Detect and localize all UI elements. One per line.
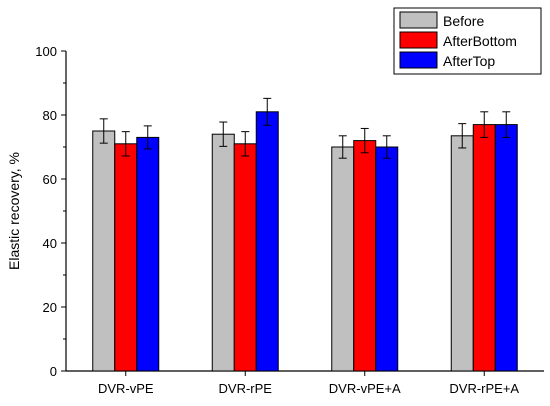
bars <box>92 111 518 372</box>
bar-afterbottom-dvr-rpe-a <box>472 124 496 372</box>
y-ticks: 0 20 40 60 80 100 <box>35 44 66 379</box>
bar-afterbottom-dvr-vpe <box>114 143 138 372</box>
bar-before-dvr-rpe-a <box>450 135 474 372</box>
legend-swatch <box>399 11 438 29</box>
bar-afterbottom-dvr-rpe <box>233 143 257 372</box>
y-tick-label: 80 <box>43 108 57 123</box>
bar-afterbottom-dvr-vpe-a <box>353 140 377 372</box>
x-tick-label: DVR-rPE <box>219 381 273 396</box>
bar-before-dvr-vpe <box>92 130 116 372</box>
y-tick-label: 100 <box>35 44 57 59</box>
error-bars <box>99 97 511 159</box>
legend-label: AfterBottom <box>443 33 517 49</box>
y-tick-label: 20 <box>43 300 57 315</box>
legend-swatch <box>399 31 438 49</box>
x-tick-label: DVR-vPE <box>98 381 154 396</box>
x-tick-label: DVR-rPE+A <box>449 381 519 396</box>
bar-aftertop-dvr-rpe <box>255 111 279 372</box>
x-tick-label: DVR-vPE+A <box>329 381 401 396</box>
bar-aftertop-dvr-vpe <box>136 136 160 372</box>
legend: Before AfterBottom AfterTop <box>393 7 542 75</box>
x-ticks: DVR-vPE DVR-rPE DVR-vPE+A DVR-rPE+A <box>98 371 519 396</box>
bar-before-dvr-rpe <box>211 133 235 372</box>
y-tick-label: 0 <box>50 364 57 379</box>
y-tick-label: 40 <box>43 236 57 251</box>
y-tick-label: 60 <box>43 172 57 187</box>
bar-aftertop-dvr-vpe-a <box>375 146 399 372</box>
bar-before-dvr-vpe-a <box>331 146 355 372</box>
legend-swatch <box>399 51 438 69</box>
legend-label: AfterTop <box>443 53 495 69</box>
bar-aftertop-dvr-rpe-a <box>494 124 518 372</box>
y-axis-label: Elastic recovery, % <box>6 152 22 270</box>
legend-label: Before <box>443 13 484 29</box>
